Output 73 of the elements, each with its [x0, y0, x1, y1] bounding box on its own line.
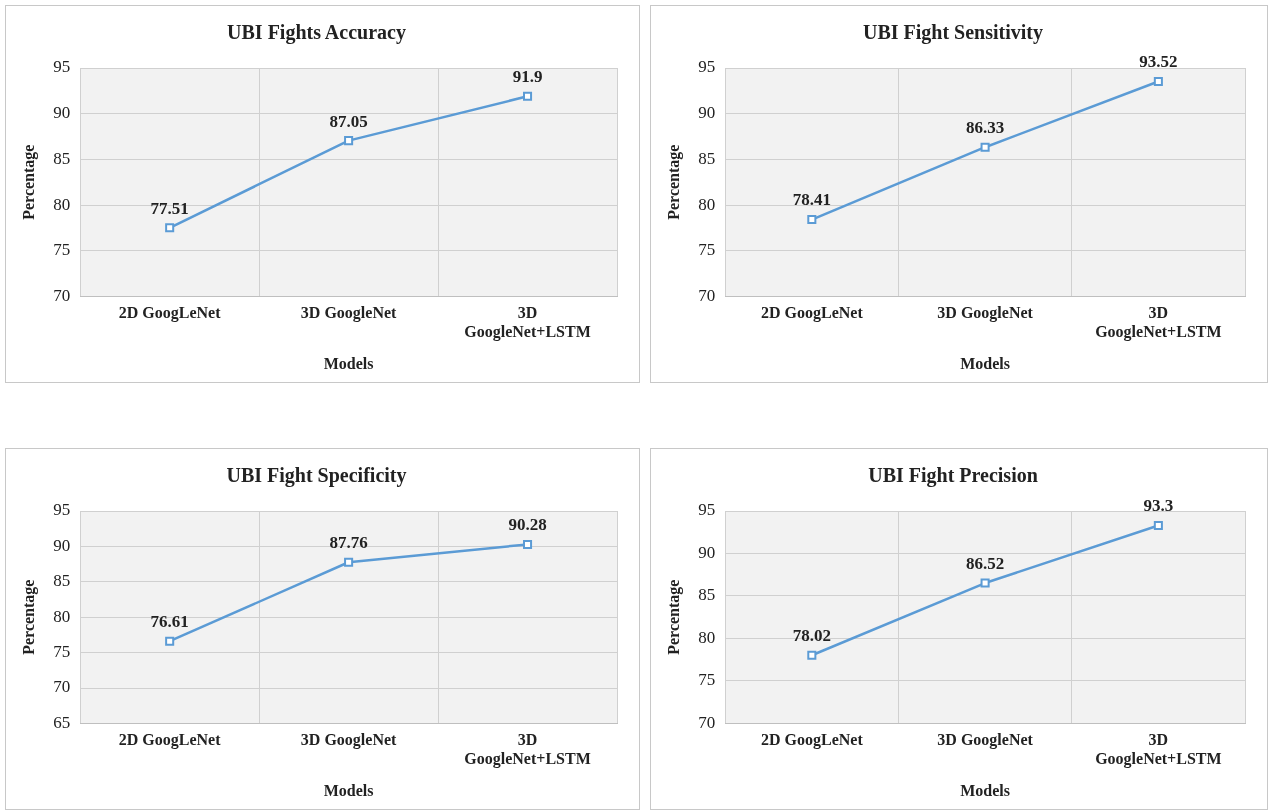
data-label: 86.33	[965, 118, 1005, 138]
chart-title: UBI Fights Accuracy	[227, 21, 406, 45]
y-tick-label: 95	[698, 57, 716, 77]
point	[523, 91, 533, 101]
x-tick-label: 2D GoogLeNet	[118, 731, 222, 750]
y-axis-title: Percentage	[19, 144, 38, 220]
point	[980, 142, 990, 152]
point	[1153, 76, 1163, 87]
y-tick-label: 95	[53, 57, 71, 77]
x-axis-title: Models	[960, 354, 1010, 372]
x-tick-label: 3D GoogleNet+LSTM	[464, 731, 591, 769]
x-axis-title: Models	[960, 781, 1010, 799]
y-tick-label: 70	[53, 285, 71, 305]
y-axis-title: Percentage	[664, 144, 683, 220]
data-label: 90.28	[508, 515, 547, 535]
point	[807, 215, 817, 225]
y-tick-label: 90	[698, 103, 716, 123]
y-tick-label: 85	[53, 571, 71, 591]
y-tick-label: 80	[53, 194, 71, 214]
data-label: 78.02	[792, 626, 831, 646]
x-axis-title: Models	[323, 781, 374, 799]
x-axis-title: Models	[323, 354, 374, 372]
x-tick-label: 3D GoogleNet+LSTM	[1095, 731, 1222, 769]
point	[344, 136, 354, 146]
y-tick-label: 75	[698, 670, 716, 690]
point	[165, 223, 175, 233]
data-label: 87.05	[329, 111, 368, 131]
x-tick-label: 2D GoogLeNet	[760, 304, 864, 323]
chart-title: UBI Fight Specificity	[226, 464, 407, 488]
y-axis-title: Percentage	[19, 579, 38, 655]
y-tick-label: 75	[698, 240, 716, 260]
y-tick-label: 80	[53, 606, 71, 626]
data-label: 76.61	[150, 612, 189, 632]
y-tick-label: 90	[53, 535, 71, 555]
data-label: 86.52	[965, 553, 1005, 573]
y-tick-label: 90	[698, 542, 716, 562]
y-tick-label: 75	[53, 240, 71, 260]
data-label: 78.41	[792, 190, 831, 210]
y-tick-label: 85	[53, 148, 71, 168]
y-tick-label: 95	[53, 500, 71, 520]
x-tick-label: 3D GoogleNet+LSTM	[1095, 304, 1222, 342]
data-label: 77.51	[150, 198, 189, 218]
point	[523, 539, 533, 549]
point	[1153, 520, 1163, 530]
data-label: 87.76	[329, 533, 368, 553]
x-tick-label: 2D GoogLeNet	[118, 304, 222, 323]
y-tick-label: 70	[698, 285, 716, 305]
x-tick-label: 3D GoogleNet	[300, 731, 398, 750]
x-tick-label: 3D GoogleNet	[300, 304, 398, 323]
data-label: 93.3	[1143, 496, 1174, 516]
x-tick-label: 3D GoogleNet	[937, 731, 1034, 750]
chart-title: UBI Fight Sensitivity	[862, 21, 1044, 45]
point	[980, 578, 990, 588]
x-tick-label: 3D GoogleNet	[937, 304, 1034, 323]
chart-title: UBI Fight Precision	[868, 464, 1038, 488]
y-tick-label: 70	[53, 677, 71, 697]
y-tick-label: 75	[53, 642, 71, 662]
point	[165, 636, 175, 646]
point	[807, 650, 817, 660]
x-tick-label: 2D GoogLeNet	[760, 731, 864, 750]
y-tick-label: 65	[53, 712, 71, 732]
y-tick-label: 85	[698, 148, 716, 168]
y-tick-label: 70	[698, 712, 716, 732]
y-tick-label: 85	[698, 585, 716, 605]
data-label: 93.52	[1139, 52, 1178, 72]
y-tick-label: 80	[698, 194, 716, 214]
y-tick-label: 95	[698, 500, 716, 520]
data-label: 91.9	[512, 67, 543, 87]
y-tick-label: 80	[698, 627, 716, 647]
x-tick-label: 3D GoogleNet+LSTM	[464, 304, 591, 342]
y-axis-title: Percentage	[664, 579, 683, 655]
y-tick-label: 90	[53, 103, 71, 123]
point	[344, 557, 354, 567]
